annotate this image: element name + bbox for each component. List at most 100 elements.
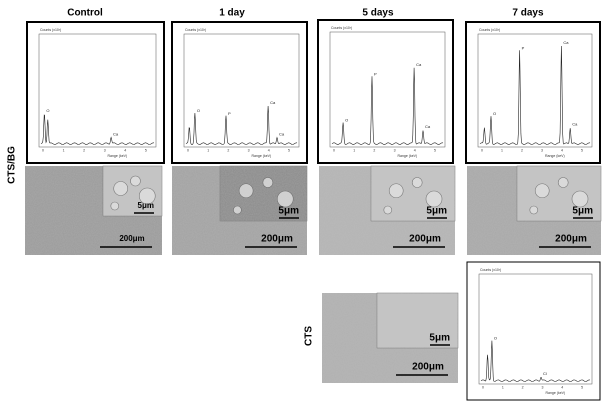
x-tick-label: 2 bbox=[83, 148, 85, 152]
x-tick-label: 2 bbox=[227, 148, 229, 152]
x-axis-label: Range (keV) bbox=[546, 391, 566, 395]
x-tick-label: 4 bbox=[268, 148, 270, 152]
sem-particle bbox=[233, 206, 241, 214]
sem-particle bbox=[384, 206, 392, 214]
sem-image: 5μm 200μm bbox=[319, 166, 455, 255]
peak-label: O bbox=[494, 335, 497, 340]
row-label: CTS/BG bbox=[7, 146, 18, 184]
peak-label: P bbox=[522, 45, 525, 50]
sem-particle bbox=[114, 182, 128, 196]
column-header: 5 days bbox=[362, 8, 394, 19]
peak-label: Ca bbox=[572, 122, 578, 127]
y-axis-label: Counts (x10³) bbox=[331, 26, 352, 30]
figure: Control 1 day 5 days 7 days CTS/BG CTS Counts … bbox=[0, 0, 603, 402]
sem-particle bbox=[530, 206, 538, 214]
scale-label: 200μm bbox=[409, 234, 441, 245]
x-tick-label: 4 bbox=[561, 148, 563, 152]
inset-scale-label: 5μm bbox=[278, 206, 299, 217]
x-tick-label: 5 bbox=[581, 148, 583, 152]
x-tick-label: 1 bbox=[353, 148, 355, 152]
y-axis-label: Counts (x10³) bbox=[480, 268, 501, 272]
x-tick-label: 3 bbox=[541, 148, 543, 152]
sem-particle bbox=[111, 202, 119, 210]
scale-label: 200μm bbox=[555, 234, 587, 245]
peak-label: Ca bbox=[113, 131, 119, 136]
sem-particle bbox=[130, 176, 140, 186]
x-axis-label: Range (keV) bbox=[252, 154, 272, 158]
x-tick-label: 4 bbox=[414, 148, 416, 152]
sem-particle bbox=[558, 178, 568, 188]
peak-label: Ca bbox=[270, 100, 276, 105]
sem-particle bbox=[426, 191, 442, 207]
peak-label: Ca bbox=[563, 40, 569, 45]
spectrum-frame bbox=[466, 22, 600, 163]
x-tick-label: 3 bbox=[541, 385, 543, 389]
x-tick-label: 2 bbox=[522, 385, 524, 389]
spectrum-panel: Counts (x10³) Range (keV) 0 1 2 3 4 5 O P Ca Ca bbox=[318, 20, 453, 163]
x-tick-label: 1 bbox=[207, 148, 209, 152]
row-label: CTS bbox=[304, 326, 315, 346]
inset-scale-label: 5μm bbox=[572, 206, 593, 217]
sem-image: 5μm 200μm bbox=[467, 166, 601, 255]
peak-label: P bbox=[228, 111, 231, 116]
x-tick-label: 1 bbox=[63, 148, 65, 152]
peak-label: O bbox=[197, 108, 200, 113]
x-tick-label: 0 bbox=[187, 148, 189, 152]
sem-particle bbox=[263, 178, 273, 188]
spectrum-panel: Counts (x10³) Range (keV) 0 1 2 3 4 5 O P Ca Ca bbox=[466, 22, 600, 163]
sem-particle bbox=[572, 191, 588, 207]
spectrum-frame bbox=[172, 22, 307, 163]
sem-image: 5μm 200μm bbox=[172, 166, 307, 255]
x-axis-label: Range (keV) bbox=[545, 154, 565, 158]
y-axis-label: Counts (x10³) bbox=[185, 28, 206, 32]
peak-label: O bbox=[345, 117, 348, 122]
scale-label: 200μm bbox=[119, 234, 144, 243]
x-tick-label: 5 bbox=[145, 148, 147, 152]
peak-label: P bbox=[374, 71, 377, 76]
x-tick-label: 2 bbox=[521, 148, 523, 152]
x-tick-label: 5 bbox=[288, 148, 290, 152]
y-axis-label: Counts (x10³) bbox=[40, 28, 61, 32]
sem-image: 5μm 200μm bbox=[322, 293, 458, 383]
x-axis-label: Range (keV) bbox=[108, 154, 128, 158]
x-tick-label: 5 bbox=[434, 148, 436, 152]
x-tick-label: 1 bbox=[501, 148, 503, 152]
spectrum-panel: Counts (x10³) Range (keV) 0 1 2 3 4 5 O P Ca Ca bbox=[172, 22, 307, 163]
sem-particle bbox=[239, 184, 253, 198]
spectrum-frame bbox=[318, 20, 453, 163]
x-tick-label: 5 bbox=[581, 385, 583, 389]
spectrum-frame bbox=[27, 22, 164, 163]
x-tick-label: 4 bbox=[124, 148, 126, 152]
column-header: 7 days bbox=[512, 8, 544, 19]
peak-label: Ca bbox=[425, 124, 431, 129]
x-tick-label: 0 bbox=[481, 148, 483, 152]
x-tick-label: 2 bbox=[373, 148, 375, 152]
scale-label: 200μm bbox=[412, 362, 444, 373]
x-tick-label: 4 bbox=[561, 385, 563, 389]
inset-scale-label: 5μm bbox=[429, 333, 450, 344]
peak-label: Ca bbox=[279, 131, 285, 136]
column-header: Control bbox=[67, 8, 103, 19]
sem-particle bbox=[389, 184, 403, 198]
scale-label: 200μm bbox=[261, 234, 293, 245]
x-tick-label: 3 bbox=[248, 148, 250, 152]
peak-label: O bbox=[46, 108, 49, 113]
peak-label: Ca bbox=[416, 62, 422, 67]
x-axis-label: Range (keV) bbox=[398, 154, 418, 158]
y-axis-label: Counts (x10³) bbox=[479, 28, 500, 32]
x-tick-label: 0 bbox=[333, 148, 335, 152]
sem-particle bbox=[277, 191, 293, 207]
spectrum-frame bbox=[467, 262, 600, 400]
x-tick-label: 3 bbox=[394, 148, 396, 152]
x-tick-label: 0 bbox=[42, 148, 44, 152]
inset-scale-label: 5μm bbox=[426, 206, 447, 217]
sem-particle bbox=[412, 178, 422, 188]
spectrum-panel: Counts (x10³) Range (keV) 0 1 2 3 4 5 O Ca bbox=[27, 22, 164, 163]
peak-label: O bbox=[493, 111, 496, 116]
x-tick-label: 0 bbox=[482, 385, 484, 389]
x-tick-label: 3 bbox=[104, 148, 106, 152]
inset-scale-label: 5μm bbox=[138, 201, 154, 210]
column-header: 1 day bbox=[219, 8, 245, 19]
peak-label: Cl bbox=[543, 371, 547, 376]
